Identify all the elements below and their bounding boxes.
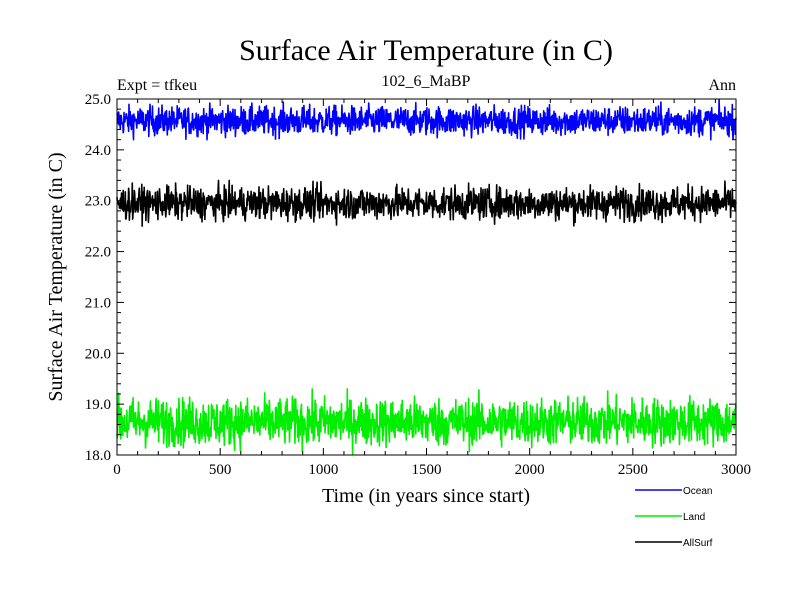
season-label: Ann bbox=[708, 77, 736, 94]
y-tick-label: 19.0 bbox=[85, 397, 111, 413]
x-tick-label: 0 bbox=[113, 462, 121, 478]
x-tick-label: 1000 bbox=[308, 462, 338, 478]
y-tick-label: 23.0 bbox=[85, 194, 111, 210]
series-line-land bbox=[116, 388, 737, 455]
x-tick-label: 2000 bbox=[515, 462, 545, 478]
y-tick-label: 25.0 bbox=[85, 92, 111, 108]
legend: Ocean Land AllSurf bbox=[635, 486, 713, 549]
subtitle: 102_6_MaBP bbox=[382, 73, 471, 90]
y-tick-label: 20.0 bbox=[85, 346, 111, 362]
axis-layer: 0 500 1000 1500 2000 2500 3000 18.0 19.0 20.0 21.0… bbox=[85, 92, 751, 478]
series-line-allsurf bbox=[116, 179, 737, 227]
x-tick-label: 500 bbox=[209, 462, 232, 478]
experiment-label: Expt = tfkeu bbox=[117, 77, 197, 94]
legend-label-land: Land bbox=[683, 512, 705, 523]
y-tick-label: 24.0 bbox=[85, 143, 111, 159]
x-tick-label: 1500 bbox=[412, 462, 442, 478]
y-axis-label: Surface Air Temperature (in C) bbox=[45, 152, 67, 401]
x-tick-label: 3000 bbox=[721, 462, 751, 478]
legend-label-ocean: Ocean bbox=[683, 486, 712, 497]
plot-frame bbox=[116, 98, 737, 456]
chart-title: Surface Air Temperature (in C) bbox=[239, 34, 613, 67]
y-tick-label: 21.0 bbox=[85, 295, 111, 311]
x-axis-label: Time (in years since start) bbox=[322, 485, 530, 507]
y-tick-label: 22.0 bbox=[85, 245, 111, 261]
y-tick-label: 18.0 bbox=[85, 448, 111, 464]
series-line-ocean bbox=[116, 98, 737, 141]
x-tick-label: 2500 bbox=[618, 462, 648, 478]
legend-label-allsurf: AllSurf bbox=[683, 538, 713, 549]
series-layer bbox=[116, 98, 737, 455]
